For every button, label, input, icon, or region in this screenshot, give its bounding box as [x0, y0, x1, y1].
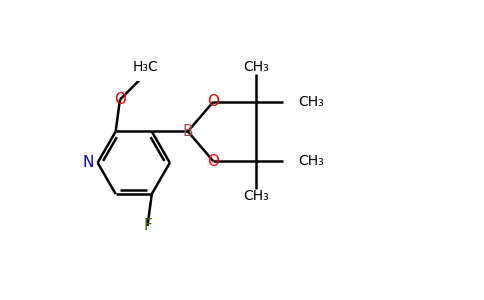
Text: 3: 3	[141, 61, 149, 74]
Text: B: B	[182, 124, 193, 139]
Text: O: O	[207, 94, 219, 109]
Text: O: O	[207, 154, 219, 169]
Text: O: O	[114, 92, 126, 107]
Text: CH₃: CH₃	[298, 95, 324, 109]
Text: H: H	[130, 64, 141, 80]
Text: CH₃: CH₃	[243, 60, 269, 74]
Text: H₃C: H₃C	[133, 63, 158, 77]
Text: C: C	[146, 64, 156, 80]
Text: H₃C: H₃C	[133, 60, 158, 74]
Text: N: N	[82, 155, 93, 170]
Text: F: F	[143, 218, 152, 233]
Text: CH₃: CH₃	[243, 189, 269, 203]
Text: CH₃: CH₃	[298, 154, 324, 168]
Bar	[118, 55, 173, 80]
